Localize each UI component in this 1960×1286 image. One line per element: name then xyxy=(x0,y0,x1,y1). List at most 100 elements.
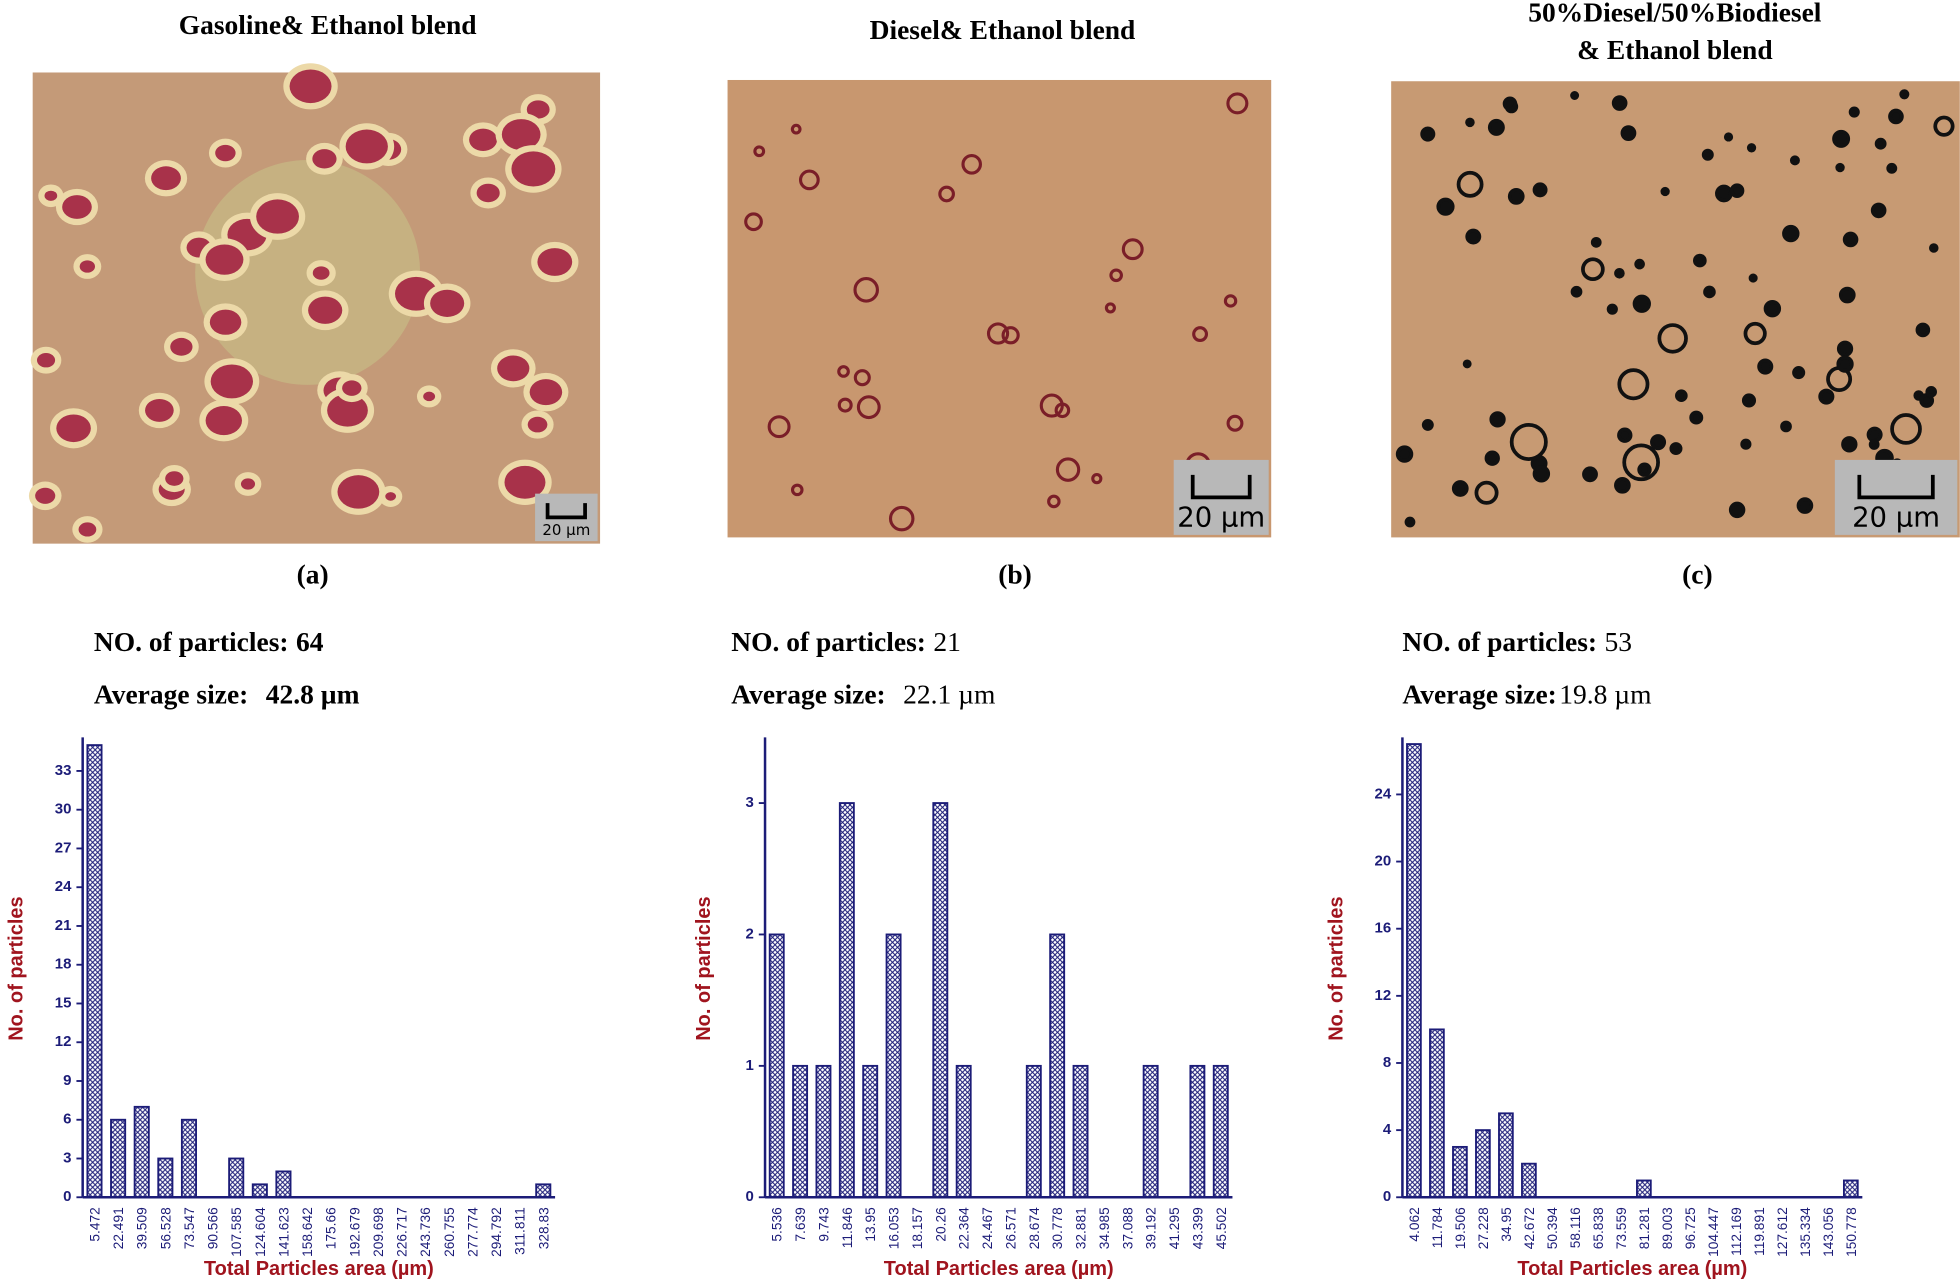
droplet xyxy=(1789,155,1800,166)
bar xyxy=(932,802,949,1199)
x-tick-label: 20.26 xyxy=(933,1207,948,1242)
y-tick-label: 24 xyxy=(1374,785,1391,802)
bar xyxy=(1072,1064,1089,1199)
x-tick-label: 158.642 xyxy=(300,1207,315,1257)
droplet xyxy=(1818,388,1835,405)
droplet xyxy=(1622,443,1660,482)
bar xyxy=(157,1157,174,1199)
x-tick-label: 13.95 xyxy=(863,1207,878,1242)
x-tick-label: 294.792 xyxy=(489,1207,504,1257)
droplet xyxy=(1832,129,1851,148)
y-tick-label: 20 xyxy=(1374,853,1391,870)
droplet xyxy=(1404,516,1416,528)
bar xyxy=(1498,1112,1514,1199)
droplet xyxy=(1835,162,1845,173)
droplet xyxy=(1047,494,1061,509)
x-tick-label: 7.639 xyxy=(793,1207,808,1241)
droplet xyxy=(1617,427,1633,443)
droplet xyxy=(1746,143,1757,153)
droplet xyxy=(1465,228,1482,245)
droplet xyxy=(1223,294,1238,308)
droplet xyxy=(342,380,362,396)
droplet xyxy=(790,123,802,135)
x-tick-label: 73.559 xyxy=(1614,1207,1629,1249)
droplet xyxy=(1841,436,1858,453)
x-tick-label: 260.755 xyxy=(442,1207,457,1257)
x-tick-label: 34.985 xyxy=(1097,1207,1112,1249)
droplet xyxy=(529,379,563,406)
x-tick-label: 141.623 xyxy=(276,1207,291,1257)
droplet xyxy=(1436,197,1455,216)
droplet xyxy=(526,100,550,119)
droplet xyxy=(1848,106,1860,118)
x-tick-label: 311.811 xyxy=(513,1207,528,1255)
droplet xyxy=(1703,285,1716,299)
y-tick-label: 4 xyxy=(1383,1121,1392,1138)
x-tick-label: 119.891 xyxy=(1752,1207,1767,1256)
bar xyxy=(251,1183,268,1199)
x-tick-label: 19.506 xyxy=(1453,1207,1468,1249)
droplet xyxy=(1611,95,1628,111)
average-value: 22.1 µm xyxy=(903,680,995,710)
y-tick-label: 21 xyxy=(55,917,72,934)
droplet xyxy=(469,128,498,151)
bar xyxy=(885,933,902,1199)
x-tick-label: 45.502 xyxy=(1214,1207,1229,1249)
droplet xyxy=(1870,202,1887,219)
droplet xyxy=(1715,184,1733,203)
droplet xyxy=(79,260,96,273)
panel-title: 50%Diesel/50%Biodiesel xyxy=(1528,0,1822,27)
panel-label: (c) xyxy=(1682,560,1713,590)
bar xyxy=(133,1105,150,1199)
x-tick-label: 4.062 xyxy=(1407,1207,1422,1241)
particles-label: NO. of particles: xyxy=(94,627,289,657)
x-tick-label: 175.66 xyxy=(324,1207,339,1249)
bar xyxy=(1636,1179,1652,1199)
droplet xyxy=(1091,473,1103,485)
droplet xyxy=(1637,462,1652,477)
x-tick-label: 28.674 xyxy=(1027,1207,1042,1249)
droplet xyxy=(385,492,397,501)
bar xyxy=(768,933,785,1199)
droplet xyxy=(1660,186,1670,197)
droplet xyxy=(1740,438,1752,450)
y-tick-label: 0 xyxy=(63,1188,71,1205)
droplet xyxy=(1748,273,1758,283)
droplet xyxy=(1606,303,1618,315)
droplet xyxy=(1836,340,1854,357)
droplet xyxy=(511,151,556,187)
x-tick-label: 5.472 xyxy=(87,1207,102,1241)
bar xyxy=(1521,1162,1537,1199)
droplet xyxy=(205,244,244,275)
droplet xyxy=(1669,442,1683,456)
x-tick-label: 58.116 xyxy=(1568,1207,1583,1248)
droplet xyxy=(1657,323,1688,354)
droplet xyxy=(1780,420,1792,433)
droplet xyxy=(888,505,915,532)
droplet xyxy=(1614,476,1631,494)
x-tick-label: 34.95 xyxy=(1499,1207,1514,1242)
x-tick-label: 16.053 xyxy=(887,1207,902,1249)
droplet xyxy=(62,195,92,219)
particles-value: 64 xyxy=(296,627,324,657)
x-tick-label: 96.725 xyxy=(1683,1207,1698,1249)
x-tick-label: 22.491 xyxy=(111,1207,126,1249)
x-tick-label: 112.169 xyxy=(1729,1207,1744,1256)
droplet xyxy=(1570,91,1580,100)
droplet xyxy=(1632,294,1651,313)
y-tick-label: 3 xyxy=(63,1149,71,1166)
droplet xyxy=(476,183,500,203)
bar xyxy=(1189,1064,1206,1199)
y-tick-label: 33 xyxy=(55,762,72,779)
droplet xyxy=(1792,366,1806,380)
droplet xyxy=(35,487,56,504)
x-tick-label: 43.399 xyxy=(1190,1207,1205,1249)
particles-count: NO. of particles: 21 xyxy=(731,627,961,657)
droplet xyxy=(1728,501,1746,519)
x-tick-label: 30.778 xyxy=(1050,1207,1065,1249)
droplet xyxy=(289,69,332,104)
x-axis-label: Total Particles area (µm) xyxy=(204,1258,434,1280)
x-tick-label: 26.571 xyxy=(1003,1207,1018,1249)
x-tick-label: 42.672 xyxy=(1522,1207,1537,1249)
bar xyxy=(815,1064,832,1199)
